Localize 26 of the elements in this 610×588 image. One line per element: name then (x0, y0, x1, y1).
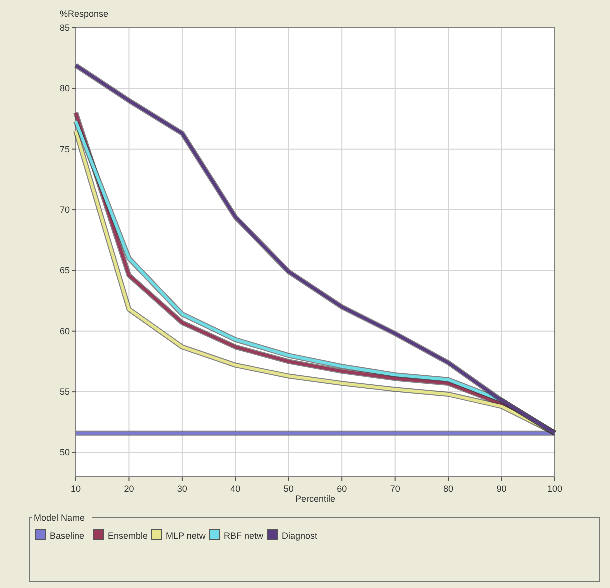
x-tick-label: 40 (230, 484, 241, 494)
x-tick-label: 80 (444, 484, 454, 494)
x-tick-label: 50 (284, 484, 294, 494)
y-axis-title: %Response (60, 9, 109, 19)
legend-title: Model Name (34, 513, 86, 523)
x-tick-label: 100 (547, 484, 563, 494)
x-axis-title: Percentile (295, 494, 336, 504)
y-tick-label: 55 (60, 387, 70, 398)
legend-label: Ensemble (108, 531, 148, 541)
x-tick-label: 60 (337, 484, 348, 494)
y-tick-label: 70 (60, 205, 70, 216)
x-tick-label: 10 (70, 484, 82, 494)
y-tick-label: 75 (60, 144, 70, 154)
x-tick-label: 70 (390, 484, 400, 494)
y-tick-label: 60 (60, 326, 70, 336)
x-tick-label: 20 (124, 484, 134, 494)
y-tick-label: 50 (60, 448, 70, 458)
legend-label: MLP netw (166, 531, 206, 541)
legend-label: Baseline (50, 531, 85, 541)
x-tick-label: 90 (496, 484, 507, 494)
x-tick-label: 30 (177, 484, 188, 494)
legend-label: Diagnost (282, 531, 318, 541)
y-tick-label: 65 (60, 266, 70, 276)
y-tick-label: 80 (60, 84, 70, 94)
legend-label: RBF netw (224, 531, 264, 541)
y-tick-label: 85 (60, 23, 70, 33)
